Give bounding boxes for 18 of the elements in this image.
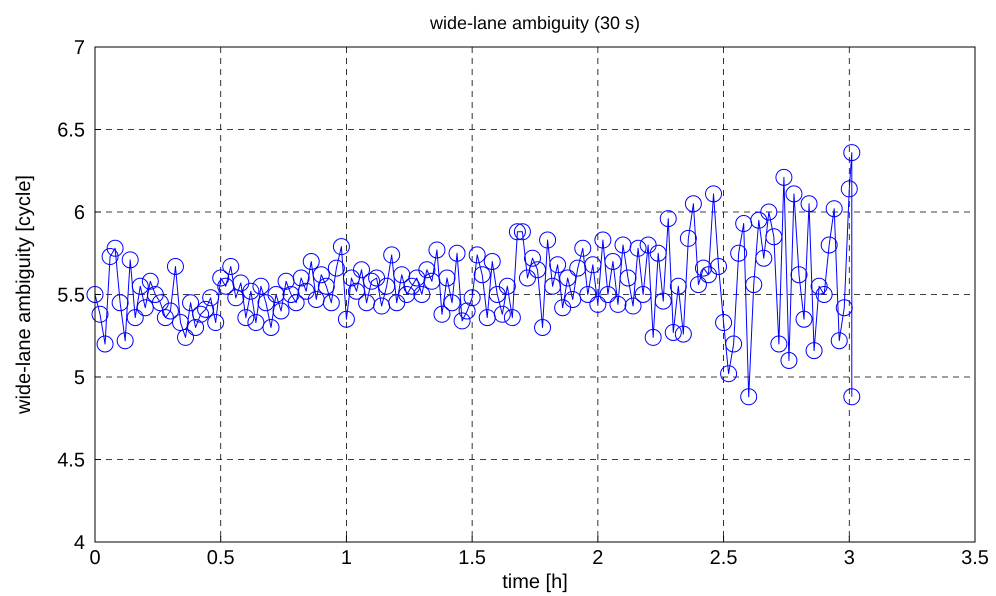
y-tick-label: 5 bbox=[74, 367, 85, 389]
y-tick-label: 4.5 bbox=[57, 450, 85, 472]
chart-title: wide-lane ambiguity (30 s) bbox=[428, 13, 640, 33]
x-axis-title: time [h] bbox=[502, 571, 568, 593]
x-tick-label: 0 bbox=[89, 547, 101, 569]
x-tick-label: 1 bbox=[340, 547, 352, 569]
x-tick-label: 3.5 bbox=[961, 547, 989, 569]
y-tick-label: 6 bbox=[74, 202, 85, 224]
y-tick-label: 6.5 bbox=[57, 120, 85, 142]
x-tick-label: 2 bbox=[592, 547, 604, 569]
y-tick-label: 4 bbox=[74, 532, 85, 554]
x-tick-label: 0.5 bbox=[206, 547, 235, 569]
x-tick-label: 3 bbox=[844, 547, 855, 569]
y-tick-label: 5.5 bbox=[57, 284, 85, 306]
x-tick-label: 1.5 bbox=[458, 547, 486, 569]
y-tick-label: 7 bbox=[74, 37, 85, 59]
x-tick-label: 2.5 bbox=[710, 547, 738, 569]
y-axis-title: wide-lane ambiguity [cycle] bbox=[13, 175, 35, 415]
